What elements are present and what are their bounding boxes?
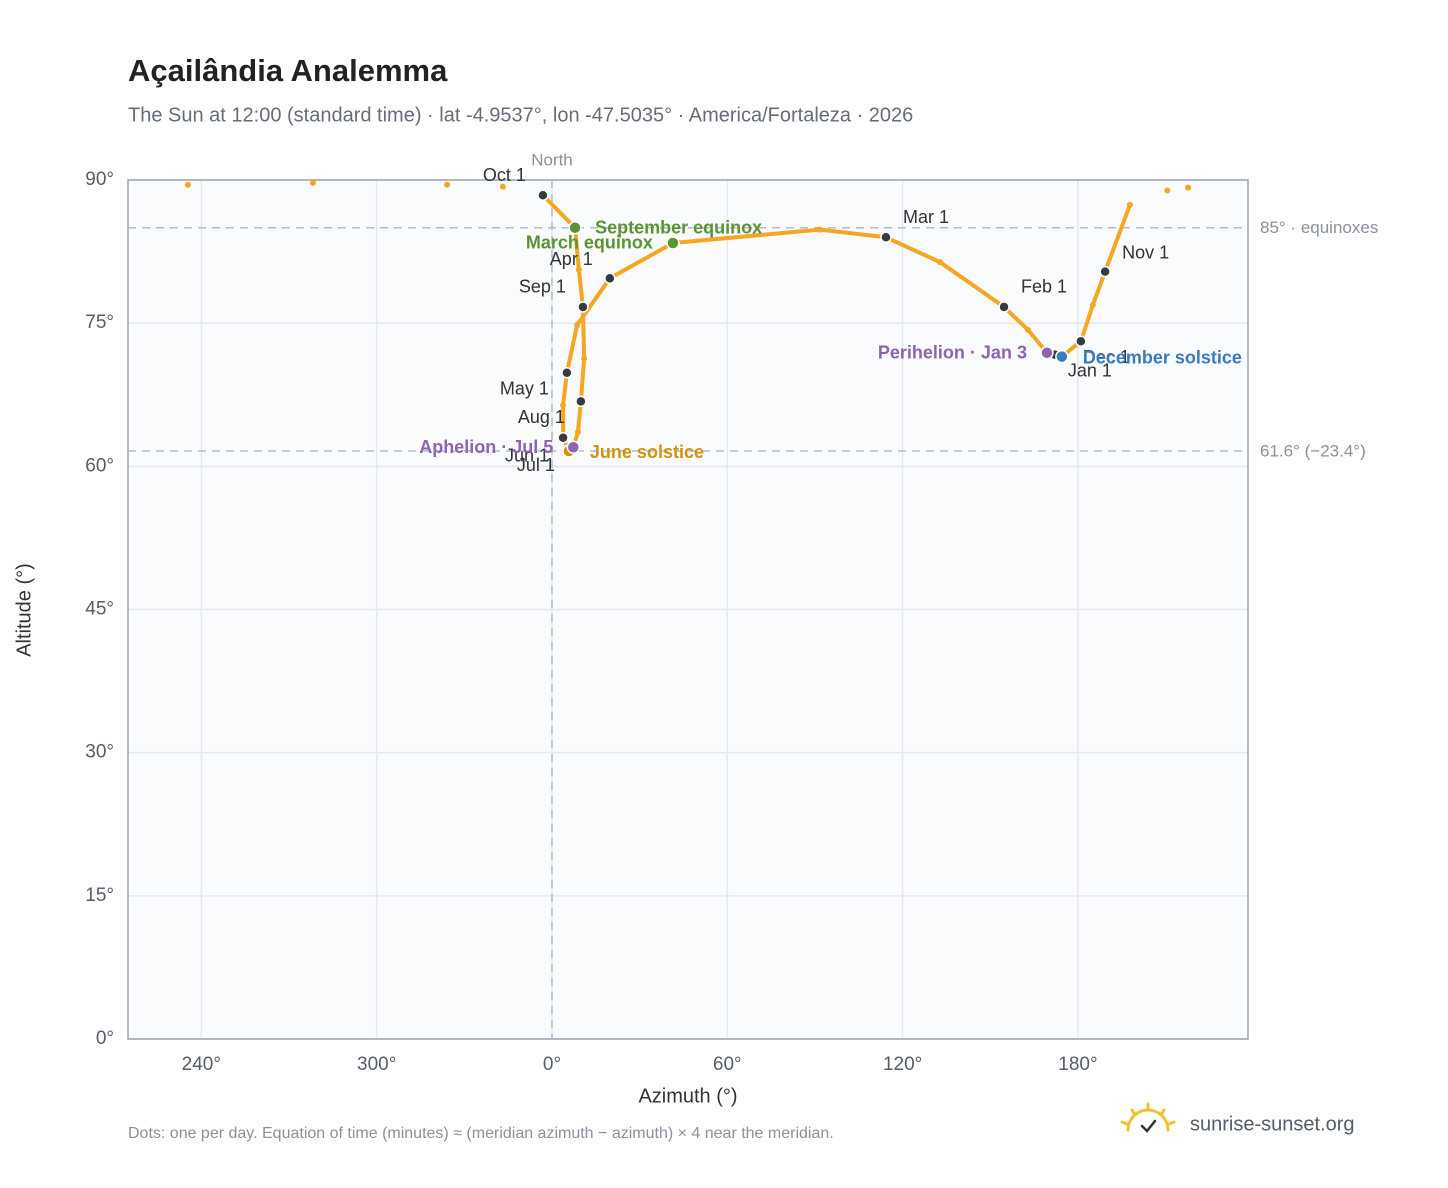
y-tick-label: 15°	[85, 885, 114, 906]
x-tick-label: 240°	[182, 1054, 221, 1075]
y-tick-label: 75°	[85, 312, 114, 333]
chart-subtitle: The Sun at 12:00 (standard time) · lat -…	[128, 104, 913, 126]
day-dot	[499, 183, 506, 190]
month-label: Feb 1	[1021, 277, 1067, 297]
day-dot	[560, 402, 567, 409]
day-dot	[309, 179, 316, 186]
month-label: Jan 1	[1068, 360, 1112, 380]
x-tick-label: 0°	[543, 1054, 561, 1075]
y-tick-label: 90°	[85, 169, 114, 190]
x-axis-label: Azimuth (°)	[638, 1085, 737, 1107]
event-marker	[1055, 349, 1069, 364]
month-marker	[577, 301, 589, 313]
x-tick-label: 120°	[883, 1054, 922, 1075]
plot-frame	[127, 179, 1249, 1040]
y-tick-label: 45°	[85, 599, 114, 620]
reference-label: 85° · equinoxes	[1260, 218, 1378, 237]
day-dot	[574, 322, 581, 329]
day-dot	[1185, 184, 1192, 191]
month-label: May 1	[500, 379, 549, 399]
y-tick-label: 60°	[85, 455, 114, 476]
footnote: Dots: one per day. Equation of time (min…	[128, 1125, 834, 1142]
event-label: March equinox	[526, 233, 653, 253]
event-marker	[566, 440, 581, 454]
logo-icon	[1120, 1102, 1176, 1133]
event-label: June solstice	[590, 442, 704, 462]
day-dot	[1126, 201, 1133, 208]
month-label: Jun 1	[505, 445, 549, 465]
month-marker	[537, 189, 549, 202]
month-marker	[604, 272, 616, 285]
x-tick-label: 180°	[1058, 1054, 1097, 1075]
y-axis-label: Altitude (°)	[13, 563, 35, 657]
event-marker	[568, 220, 582, 235]
month-label: Oct 1	[483, 165, 526, 185]
day-dot	[184, 181, 191, 188]
day-dot	[575, 266, 582, 273]
event-marker	[1040, 346, 1054, 360]
month-marker	[1099, 265, 1111, 278]
day-dot	[1024, 326, 1031, 333]
month-marker	[557, 431, 569, 444]
month-label: Sep 1	[519, 277, 566, 297]
event-label: December solstice	[1083, 347, 1242, 367]
month-label: Apr 1	[550, 249, 593, 269]
reference-label: 61.6° (−23.4°)	[1260, 442, 1366, 461]
chart-title: Açailândia Analemma	[128, 53, 448, 88]
event-marker	[666, 236, 680, 250]
day-dot	[574, 428, 581, 435]
month-marker	[561, 367, 573, 379]
month-label: Mar 1	[903, 207, 949, 227]
month-label: Aug 1	[518, 407, 565, 427]
day-dot	[937, 259, 944, 266]
event-label: September equinox	[595, 217, 762, 237]
y-tick-label: 30°	[85, 742, 114, 763]
y-tick-label: 0°	[96, 1028, 114, 1049]
day-dot	[581, 355, 588, 362]
day-dot	[1089, 302, 1096, 309]
month-marker	[998, 301, 1010, 313]
x-tick-label: 300°	[357, 1054, 396, 1075]
day-dot	[816, 226, 823, 233]
month-marker	[880, 231, 892, 244]
x-tick-label: 60°	[713, 1054, 742, 1075]
month-label: Dec 1	[1083, 347, 1130, 367]
month-marker	[1075, 335, 1087, 348]
month-label: Jul 1	[517, 455, 555, 475]
reference-label: North	[531, 150, 573, 169]
event-label: Aphelion · Jul 5	[419, 437, 553, 457]
source: sunrise-sunset.org	[1190, 1113, 1355, 1135]
month-label: Nov 1	[1122, 242, 1169, 262]
day-dot	[444, 181, 451, 188]
month-marker	[575, 395, 587, 408]
event-label: Perihelion · Jan 3	[878, 343, 1027, 363]
day-dot	[1164, 187, 1171, 194]
